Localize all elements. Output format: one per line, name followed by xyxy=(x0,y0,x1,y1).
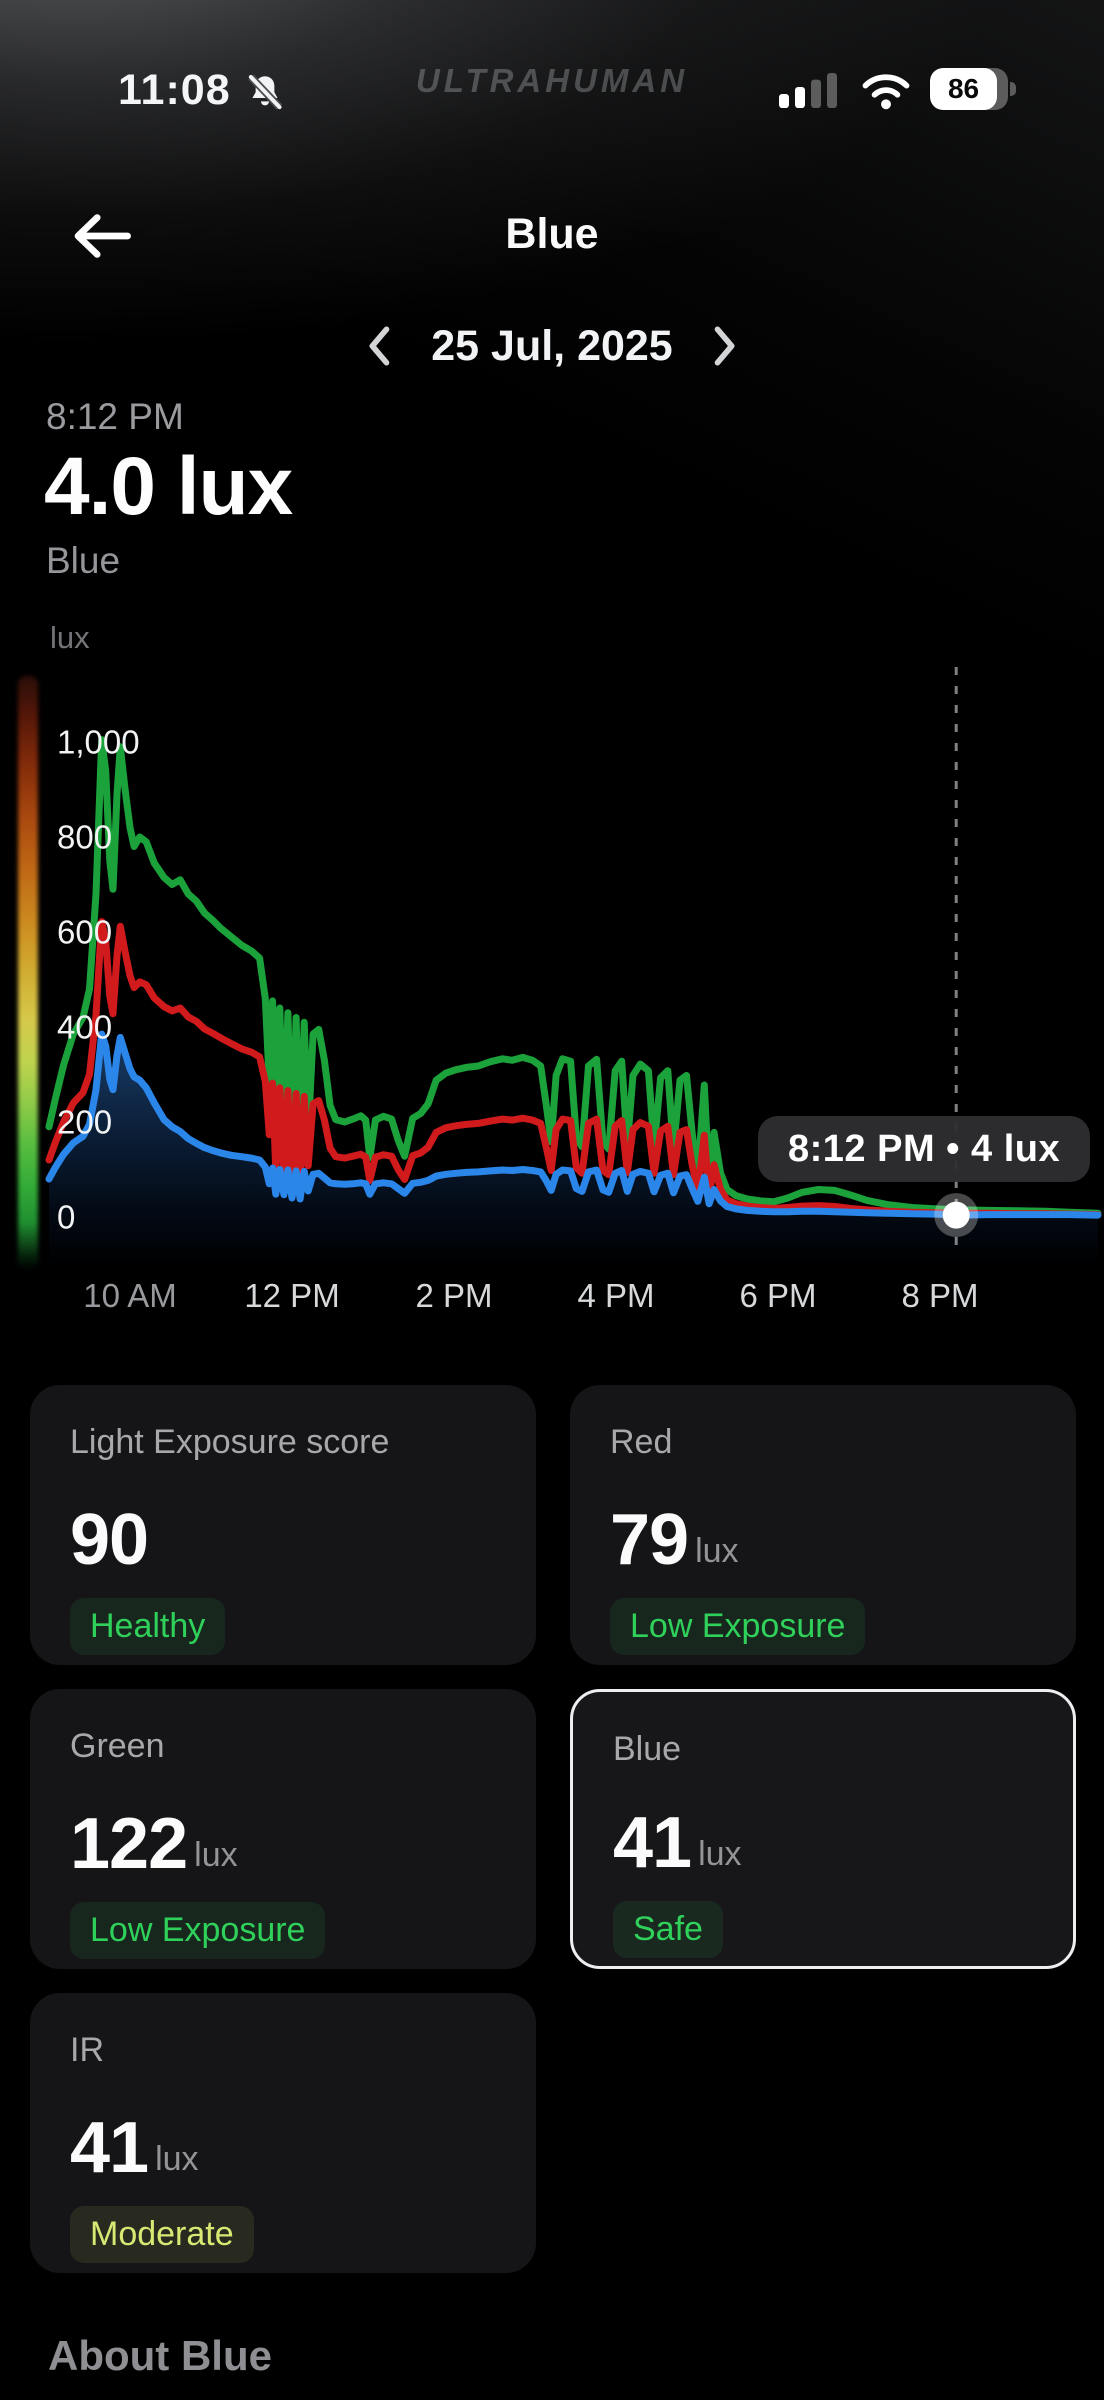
svg-text:4 PM: 4 PM xyxy=(577,1277,654,1314)
status-time: 11:08 xyxy=(118,66,231,114)
metric-cards: Light Exposure score 90 Healthy Red 79 l… xyxy=(30,1385,1076,2273)
cellular-signal-icon xyxy=(779,73,837,108)
card-value-row: 79 lux xyxy=(610,1500,1036,1580)
notifications-muted-icon xyxy=(248,74,283,110)
svg-text:1,000: 1,000 xyxy=(57,724,140,761)
card-value-row: 122 lux xyxy=(70,1804,496,1884)
spectrum-gradient-bar xyxy=(18,676,38,1270)
card-unit: lux xyxy=(698,1835,742,1874)
card-value: 41 xyxy=(70,2108,149,2188)
svg-text:800: 800 xyxy=(57,819,112,856)
card-unit: lux xyxy=(194,1836,238,1875)
y-axis-unit-label: lux xyxy=(50,620,90,655)
card-value-row: 41 lux xyxy=(613,1803,1033,1883)
card-value: 90 xyxy=(70,1500,149,1580)
card-green[interactable]: Green 122 lux Low Exposure xyxy=(30,1689,536,1969)
reading-time: 8:12 PM xyxy=(46,396,184,437)
previous-day-button[interactable] xyxy=(367,326,391,366)
card-title: IR xyxy=(70,2031,104,2069)
svg-text:2 PM: 2 PM xyxy=(415,1277,492,1314)
battery-body: 86 xyxy=(930,68,1008,110)
card-title: Green xyxy=(70,1727,165,1765)
svg-text:600: 600 xyxy=(57,914,112,951)
svg-text:10 AM: 10 AM xyxy=(83,1277,177,1314)
card-value: 122 xyxy=(70,1804,188,1884)
svg-text:0: 0 xyxy=(57,1199,75,1236)
battery-fill: 86 xyxy=(930,68,998,110)
battery-nub xyxy=(1010,82,1016,96)
ultrahuman-logo: ULTRAHUMAN xyxy=(415,62,689,99)
card-value-row: 41 lux xyxy=(70,2108,496,2188)
date-navigator: 25 Jul, 2025 xyxy=(0,318,1104,374)
about-section-title: About Blue xyxy=(48,2332,272,2379)
svg-text:12 PM: 12 PM xyxy=(244,1277,339,1314)
status-badge: Low Exposure xyxy=(610,1598,866,1656)
next-day-button[interactable] xyxy=(713,326,737,366)
chart-cursor-tooltip: 8:12 PM • 4 lux xyxy=(758,1116,1091,1182)
card-title: Blue xyxy=(613,1730,682,1768)
card-value: 79 xyxy=(610,1500,689,1580)
svg-text:8 PM: 8 PM xyxy=(901,1277,978,1314)
svg-text:200: 200 xyxy=(57,1104,112,1141)
card-red[interactable]: Red 79 lux Low Exposure xyxy=(570,1385,1076,1665)
battery-indicator: 86 xyxy=(930,68,1016,110)
card-unit: lux xyxy=(155,2140,199,2179)
wifi-icon xyxy=(862,74,910,110)
card-light-exposure-score[interactable]: Light Exposure score 90 Healthy xyxy=(30,1385,536,1665)
page-title: Blue xyxy=(505,210,599,258)
back-button[interactable] xyxy=(70,206,134,266)
reading-value: 4.0 lux xyxy=(44,441,293,532)
svg-text:6 PM: 6 PM xyxy=(739,1277,816,1314)
status-badge: Safe xyxy=(613,1901,723,1959)
card-ir[interactable]: IR 41 lux Moderate xyxy=(30,1993,536,2273)
date-label: 25 Jul, 2025 xyxy=(431,321,673,370)
card-title: Light Exposure score xyxy=(70,1423,390,1461)
status-badge: Low Exposure xyxy=(70,1902,326,1960)
battery-percent-label: 86 xyxy=(947,73,980,104)
card-value: 41 xyxy=(613,1803,692,1883)
light-exposure-chart[interactable]: 1,000 800 600 400 200 0 10 AM 12 PM 2 PM 4 PM 6 PM… xyxy=(0,655,1104,1355)
status-badge: Moderate xyxy=(70,2206,254,2264)
reading-label: Blue xyxy=(46,540,121,581)
card-title: Red xyxy=(610,1423,673,1461)
card-value-row: 90 xyxy=(70,1500,496,1580)
card-blue-selected[interactable]: Blue 41 lux Safe xyxy=(570,1689,1076,1969)
svg-text:400: 400 xyxy=(57,1009,112,1046)
card-unit: lux xyxy=(695,1532,739,1571)
status-badge: Healthy xyxy=(70,1598,226,1656)
